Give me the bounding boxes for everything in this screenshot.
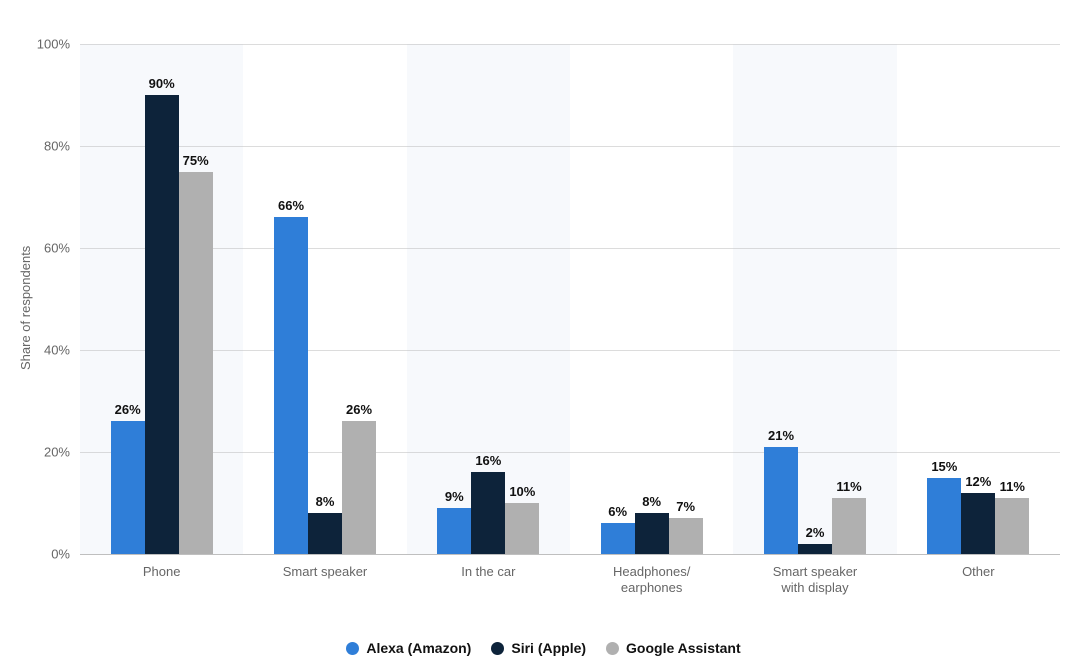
bar: 10% — [505, 503, 539, 554]
bar: 26% — [111, 421, 145, 554]
legend-swatch — [606, 642, 619, 655]
bar-value-label: 66% — [278, 198, 304, 217]
bar-value-label: 21% — [768, 428, 794, 447]
bar: 21% — [764, 447, 798, 554]
bar: 66% — [274, 217, 308, 554]
bar-group: 6%8%7% — [601, 513, 703, 554]
x-tick-label: Smart speaker with display — [773, 554, 858, 597]
y-tick-label: 100% — [37, 37, 80, 52]
bar-value-label: 11% — [1000, 479, 1025, 498]
x-tick-label: Phone — [143, 554, 181, 580]
bar: 90% — [145, 95, 179, 554]
legend-label: Siri (Apple) — [511, 640, 586, 656]
bar-value-label: 26% — [115, 402, 141, 421]
legend-item: Alexa (Amazon) — [346, 640, 471, 656]
bar: 9% — [437, 508, 471, 554]
bar-value-label: 10% — [509, 484, 535, 503]
legend: Alexa (Amazon) Siri (Apple) Google Assista… — [0, 640, 1087, 656]
plot-area: 0%20%40%60%80%100%26%90%75%Phone66%8%26%… — [80, 44, 1060, 554]
bar-value-label: 7% — [676, 499, 695, 518]
bar-value-label: 8% — [316, 494, 335, 513]
y-tick-label: 80% — [44, 139, 80, 154]
x-tick-label: Headphones/ earphones — [613, 554, 690, 597]
bar: 11% — [832, 498, 866, 554]
gridline — [80, 44, 1060, 45]
bar-group: 15%12%11% — [927, 478, 1029, 555]
bar-value-label: 2% — [806, 525, 825, 544]
bar-group: 26%90%75% — [111, 95, 213, 554]
y-tick-label: 0% — [51, 547, 80, 562]
bar: 12% — [961, 493, 995, 554]
bar: 2% — [798, 544, 832, 554]
bar-value-label: 26% — [346, 402, 372, 421]
y-tick-label: 20% — [44, 445, 80, 460]
bar: 75% — [179, 172, 213, 555]
bar-value-label: 16% — [475, 453, 501, 472]
gridline — [80, 350, 1060, 351]
y-tick-label: 40% — [44, 343, 80, 358]
x-tick-label: In the car — [461, 554, 515, 580]
bar-value-label: 75% — [183, 153, 209, 172]
legend-label: Google Assistant — [626, 640, 741, 656]
bar: 11% — [995, 498, 1029, 554]
bar-value-label: 15% — [931, 459, 957, 478]
bar-value-label: 90% — [149, 76, 175, 95]
bar-value-label: 8% — [642, 494, 661, 513]
bar-group: 21%2%11% — [764, 447, 866, 554]
legend-label: Alexa (Amazon) — [366, 640, 471, 656]
legend-swatch — [491, 642, 504, 655]
bar-value-label: 9% — [445, 489, 464, 508]
gridline — [80, 146, 1060, 147]
bar: 16% — [471, 472, 505, 554]
x-tick-label: Other — [962, 554, 995, 580]
y-axis-title: Share of respondents — [18, 246, 33, 370]
x-tick-label: Smart speaker — [283, 554, 368, 580]
legend-item: Siri (Apple) — [491, 640, 586, 656]
legend-swatch — [346, 642, 359, 655]
bar-group: 66%8%26% — [274, 217, 376, 554]
bar: 8% — [308, 513, 342, 554]
bar: 7% — [669, 518, 703, 554]
legend-item: Google Assistant — [606, 640, 741, 656]
bar: 15% — [927, 478, 961, 555]
gridline — [80, 452, 1060, 453]
bar-value-label: 11% — [836, 479, 861, 498]
bar-group: 9%16%10% — [437, 472, 539, 554]
gridline — [80, 248, 1060, 249]
bar-value-label: 12% — [965, 474, 991, 493]
bar-value-label: 6% — [608, 504, 627, 523]
bar: 6% — [601, 523, 635, 554]
bar: 8% — [635, 513, 669, 554]
y-tick-label: 60% — [44, 241, 80, 256]
bar-chart: Share of respondents 0% 20% 40% 60% 80% 100% 2… — [0, 0, 1087, 670]
bar: 26% — [342, 421, 376, 554]
